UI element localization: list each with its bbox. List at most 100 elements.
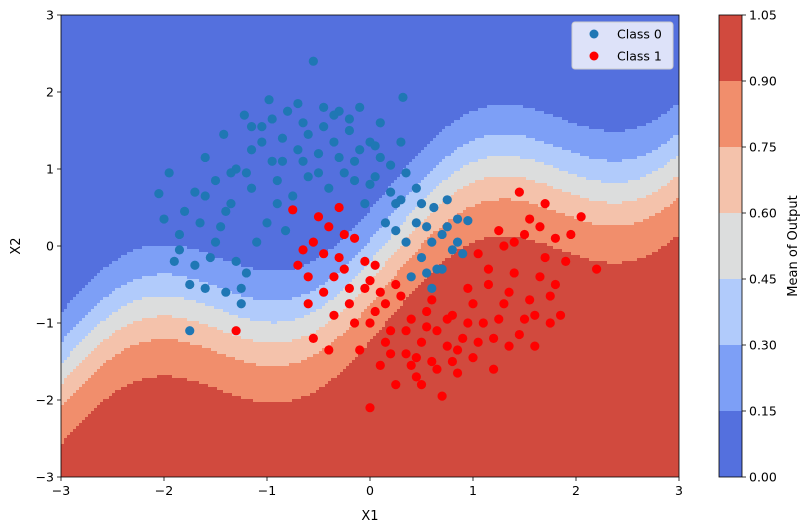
point-class-0 xyxy=(231,256,241,266)
y-tick-label: −2 xyxy=(36,393,54,408)
point-class-1 xyxy=(355,345,365,355)
point-class-1 xyxy=(535,272,545,282)
point-class-0 xyxy=(226,199,236,209)
point-class-1 xyxy=(468,299,478,309)
point-class-1 xyxy=(499,241,509,251)
colorbar-frame xyxy=(718,14,743,478)
point-class-0 xyxy=(386,160,396,170)
point-class-0 xyxy=(190,260,200,270)
point-class-0 xyxy=(406,272,416,282)
point-class-0 xyxy=(452,214,463,224)
point-class-0 xyxy=(210,237,221,247)
point-class-1 xyxy=(308,237,318,247)
point-class-1 xyxy=(483,279,494,290)
point-class-1 xyxy=(401,349,411,359)
point-class-0 xyxy=(293,98,303,109)
point-class-1 xyxy=(288,205,298,215)
point-class-1 xyxy=(463,318,473,328)
point-class-0 xyxy=(360,199,370,209)
point-class-0 xyxy=(246,122,257,132)
x-tick-label: 3 xyxy=(675,483,683,498)
point-class-0 xyxy=(272,175,282,186)
point-class-1 xyxy=(339,229,349,240)
point-class-1 xyxy=(319,249,329,259)
point-class-0 xyxy=(272,199,282,209)
point-class-0 xyxy=(437,229,447,240)
point-class-1 xyxy=(416,337,427,347)
point-class-0 xyxy=(283,106,293,116)
point-class-1 xyxy=(386,349,396,359)
point-class-0 xyxy=(174,229,185,240)
point-class-0 xyxy=(386,187,396,197)
point-class-0 xyxy=(442,222,452,232)
point-class-0 xyxy=(267,114,277,124)
point-class-0 xyxy=(236,283,246,293)
colorbar xyxy=(719,15,742,477)
colorbar-tick-label: 1.05 xyxy=(749,8,777,23)
point-class-0 xyxy=(324,183,334,193)
point-class-1 xyxy=(324,222,334,232)
point-class-1 xyxy=(576,212,586,222)
point-class-1 xyxy=(344,283,354,293)
point-class-0 xyxy=(313,168,324,178)
point-class-0 xyxy=(252,237,262,247)
point-class-1 xyxy=(545,291,555,301)
point-class-0 xyxy=(398,92,408,102)
point-class-0 xyxy=(298,118,308,128)
point-class-1 xyxy=(504,287,514,297)
point-class-0 xyxy=(185,326,195,336)
colorbar-tick-label: 0.00 xyxy=(749,470,777,485)
point-class-0 xyxy=(236,299,246,309)
point-class-1 xyxy=(293,260,303,270)
point-class-1 xyxy=(365,318,375,328)
point-class-0 xyxy=(205,252,215,263)
point-class-0 xyxy=(329,137,339,147)
point-class-1 xyxy=(396,291,406,301)
point-class-1 xyxy=(411,372,421,382)
point-class-0 xyxy=(257,137,267,147)
point-class-1 xyxy=(432,326,442,336)
point-class-1 xyxy=(380,299,391,309)
x-tick-label: −3 xyxy=(52,483,70,498)
point-class-0 xyxy=(190,187,200,197)
point-class-1 xyxy=(447,356,457,367)
point-class-1 xyxy=(375,287,385,297)
point-class-1 xyxy=(494,314,504,324)
point-class-0 xyxy=(313,149,324,159)
colorbar-tick-label: 0.15 xyxy=(749,404,777,419)
x-tick-label: 2 xyxy=(572,483,580,498)
point-class-1 xyxy=(308,333,318,343)
point-class-1 xyxy=(473,249,483,259)
point-class-0 xyxy=(427,237,437,247)
point-class-1 xyxy=(334,202,344,213)
point-class-0 xyxy=(226,168,236,178)
point-class-1 xyxy=(519,229,530,240)
point-class-1 xyxy=(525,214,535,224)
point-class-1 xyxy=(530,310,540,320)
point-class-0 xyxy=(375,118,385,128)
x-tick-label: 0 xyxy=(366,483,374,498)
point-class-0 xyxy=(427,283,437,293)
colorbar-tick-label: 0.60 xyxy=(749,206,777,221)
colorbar-segment xyxy=(719,213,742,279)
point-class-0 xyxy=(219,129,229,139)
point-class-1 xyxy=(509,237,519,247)
point-class-1 xyxy=(519,314,530,324)
point-class-0 xyxy=(293,145,303,155)
point-class-1 xyxy=(555,310,566,320)
point-class-0 xyxy=(380,218,391,228)
point-class-1 xyxy=(386,326,396,336)
colorbar-segment xyxy=(719,81,742,147)
point-class-1 xyxy=(344,299,354,309)
point-class-1 xyxy=(406,360,416,370)
point-class-0 xyxy=(355,145,365,155)
point-class-0 xyxy=(262,218,272,228)
point-class-1 xyxy=(550,279,561,290)
point-class-0 xyxy=(200,283,210,293)
colorbar-ticks: 0.00 0.15 0.30 0.45 0.60 0.75 0.90 1.05 xyxy=(742,8,777,485)
point-class-0 xyxy=(416,252,427,263)
point-class-0 xyxy=(195,218,205,228)
point-class-1 xyxy=(365,403,375,413)
point-class-1 xyxy=(463,283,473,293)
point-class-1 xyxy=(514,187,524,197)
